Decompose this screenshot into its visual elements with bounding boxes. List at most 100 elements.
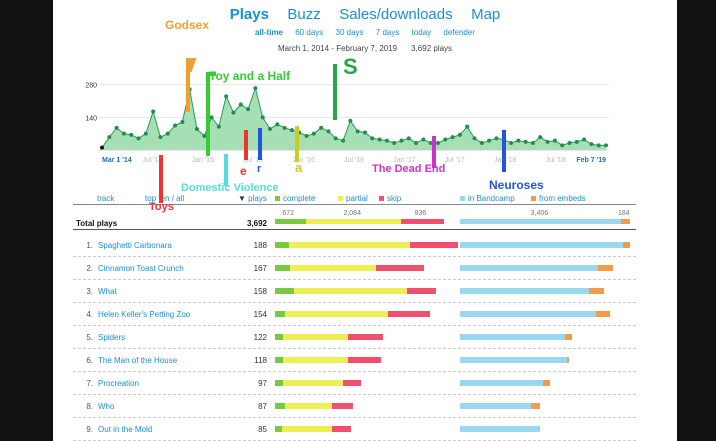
data-point[interactable]	[202, 134, 207, 138]
track-link[interactable]: Helen Keller's Petting Zoo	[98, 310, 191, 319]
data-point[interactable]	[392, 141, 397, 145]
nav-map[interactable]: Map	[471, 6, 501, 23]
track-link[interactable]: Procreation	[98, 379, 139, 388]
range-60-days[interactable]: 60 days	[295, 28, 324, 37]
data-point[interactable]	[355, 129, 360, 134]
data-point[interactable]	[209, 115, 214, 120]
row-number: 6.	[86, 356, 93, 365]
data-point[interactable]	[129, 132, 134, 137]
data-point[interactable]	[311, 131, 316, 136]
data-point[interactable]	[377, 137, 382, 142]
data-point[interactable]	[443, 137, 448, 142]
data-point[interactable]	[224, 94, 229, 99]
track-link[interactable]: Out in the Mold	[98, 425, 153, 434]
data-point[interactable]	[143, 131, 148, 136]
data-point[interactable]	[121, 131, 126, 136]
data-point[interactable]	[487, 138, 492, 143]
nav-sales[interactable]: Sales/downloads	[339, 6, 453, 23]
range-today[interactable]: today	[411, 28, 432, 37]
data-point[interactable]	[560, 143, 565, 148]
range-defender[interactable]: defender	[443, 28, 475, 37]
data-point[interactable]	[180, 120, 185, 124]
track-link[interactable]: The Man of the House	[98, 356, 178, 365]
data-point[interactable]	[596, 143, 601, 148]
data-point[interactable]	[231, 110, 236, 115]
data-point[interactable]	[107, 135, 112, 140]
data-point[interactable]	[604, 143, 608, 148]
track-link[interactable]: Spaghetti Carbonara	[98, 241, 172, 250]
data-point[interactable]	[165, 131, 170, 136]
data-point[interactable]	[567, 141, 572, 145]
data-point[interactable]	[341, 138, 346, 143]
data-point[interactable]	[399, 138, 404, 143]
data-point[interactable]	[348, 118, 353, 123]
data-point[interactable]	[194, 127, 199, 131]
data-point[interactable]	[333, 136, 338, 141]
data-point[interactable]	[574, 139, 579, 144]
data-point[interactable]	[370, 136, 375, 141]
data-point[interactable]	[151, 109, 156, 114]
data-point[interactable]	[384, 138, 389, 143]
data-point[interactable]	[457, 132, 462, 137]
data-point[interactable]	[238, 102, 243, 107]
data-point[interactable]	[421, 137, 426, 142]
plays-area	[102, 88, 606, 150]
col-plays-sort[interactable]: ▼ plays	[238, 194, 267, 203]
col-top-ten[interactable]: top ten / all	[145, 194, 185, 203]
data-point[interactable]	[523, 139, 528, 144]
partial-bar	[283, 380, 343, 386]
embeds-bar	[597, 265, 613, 271]
data-point[interactable]	[275, 122, 280, 127]
nav-plays[interactable]: Plays	[229, 6, 269, 23]
data-point[interactable]	[530, 141, 535, 145]
data-point[interactable]	[282, 125, 287, 130]
complete-bar	[275, 380, 284, 386]
data-point[interactable]	[494, 136, 499, 141]
track-link[interactable]: Who	[98, 402, 115, 411]
data-point[interactable]	[479, 141, 484, 145]
data-point[interactable]	[304, 134, 309, 138]
data-point[interactable]	[246, 107, 251, 112]
data-point[interactable]	[158, 135, 163, 140]
range-7-days[interactable]: 7 days	[375, 28, 400, 37]
data-point[interactable]	[465, 124, 470, 129]
data-point[interactable]	[173, 123, 178, 128]
data-point[interactable]	[362, 130, 367, 135]
data-point[interactable]	[414, 141, 419, 145]
data-point[interactable]	[516, 138, 521, 143]
range-30-days[interactable]: 30 days	[335, 28, 364, 37]
data-point[interactable]	[260, 115, 265, 120]
data-point[interactable]	[552, 138, 557, 143]
data-point[interactable]	[472, 136, 477, 141]
data-point[interactable]	[545, 139, 550, 144]
track-link[interactable]: Spiders	[98, 333, 126, 342]
data-point[interactable]	[289, 128, 294, 133]
data-point[interactable]	[450, 135, 455, 140]
col-track[interactable]: track	[97, 194, 115, 203]
stats-page: Plays Buzz Sales/downloads Map all-time …	[53, 0, 677, 441]
total-skip-count: 936	[414, 210, 427, 217]
data-point[interactable]	[319, 125, 324, 130]
nav-buzz[interactable]: Buzz	[287, 6, 321, 23]
data-point[interactable]	[406, 136, 411, 141]
plays-chart: 280 140 Mar 1 '14 Jul '14 Jan '15 Jul '15 Jan …	[85, 83, 609, 164]
overlay-label: e	[240, 164, 247, 178]
data-point[interactable]	[436, 141, 440, 145]
data-point[interactable]	[253, 86, 258, 91]
data-point[interactable]	[100, 145, 104, 150]
range-all-time[interactable]: all-time	[255, 28, 284, 37]
data-point[interactable]	[136, 136, 141, 141]
track-plays: 188	[253, 241, 267, 250]
track-link[interactable]: What	[98, 287, 117, 296]
data-point[interactable]	[114, 125, 119, 130]
data-point[interactable]	[428, 141, 433, 145]
data-point[interactable]	[582, 137, 587, 142]
data-point[interactable]	[509, 141, 514, 145]
data-point[interactable]	[538, 135, 543, 140]
track-link[interactable]: Cinnamon Toast Crunch	[98, 264, 184, 273]
data-point[interactable]	[326, 129, 331, 134]
data-point[interactable]	[589, 142, 594, 147]
embeds-bar	[565, 334, 573, 340]
data-point[interactable]	[268, 127, 272, 131]
data-point[interactable]	[216, 124, 221, 129]
